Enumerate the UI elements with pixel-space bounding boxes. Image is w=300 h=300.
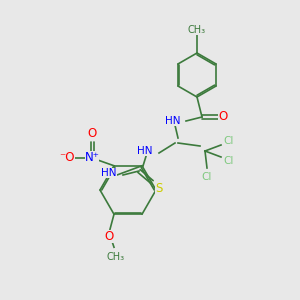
Text: HN: HN: [164, 116, 180, 126]
Text: CH₃: CH₃: [188, 25, 206, 35]
Text: Cl: Cl: [202, 172, 212, 182]
Text: Cl: Cl: [224, 136, 234, 146]
Text: Cl: Cl: [224, 156, 234, 166]
Text: O: O: [104, 230, 114, 243]
Text: S: S: [155, 182, 163, 196]
Text: HN: HN: [137, 146, 153, 156]
Text: O: O: [87, 127, 97, 140]
Text: O: O: [218, 110, 228, 124]
Text: HN: HN: [101, 168, 117, 178]
Text: ⁻O: ⁻O: [59, 151, 75, 164]
Text: CH₃: CH₃: [107, 252, 125, 262]
Text: N⁺: N⁺: [85, 151, 99, 164]
